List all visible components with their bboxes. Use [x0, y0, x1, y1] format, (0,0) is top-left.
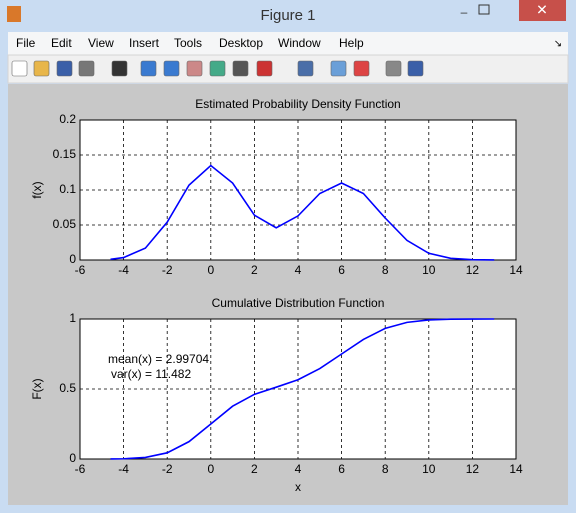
close-button[interactable] [519, 0, 566, 21]
toolbar-button[interactable] [78, 60, 95, 77]
y-tick-label: 0.5 [59, 381, 76, 395]
menu-item[interactable]: Tools [174, 36, 202, 50]
x-tick-label: -4 [118, 263, 129, 277]
dock-arrow[interactable]: ↘ [554, 39, 562, 50]
x-tick-label: 14 [509, 462, 523, 476]
y-tick-label: 0 [69, 451, 76, 465]
menu-item[interactable]: View [88, 36, 114, 50]
x-tick-label: 4 [295, 462, 302, 476]
x-tick-label: -6 [75, 462, 86, 476]
menu-item[interactable]: Window [278, 36, 321, 50]
axes-box [79, 119, 517, 261]
menu-item[interactable]: Help [339, 36, 364, 50]
toolbar-button[interactable] [140, 60, 157, 77]
x-tick-label: 14 [509, 263, 523, 277]
x-tick-label: 6 [338, 263, 345, 277]
x-tick-label: 12 [466, 263, 480, 277]
toolbar-button[interactable] [297, 60, 314, 77]
x-tick-label: 4 [295, 263, 302, 277]
menu-bar [8, 32, 568, 55]
x-tick-label: 12 [466, 462, 480, 476]
x-tick-label: -2 [162, 462, 173, 476]
annotation: var(x) = 11.482 [111, 367, 191, 381]
x-tick-label: 0 [207, 462, 214, 476]
x-tick-label: -6 [75, 263, 86, 277]
y-tick-label: 0 [69, 252, 76, 266]
axes-title: Estimated Probability Density Function [195, 97, 400, 111]
toolbar [7, 54, 569, 84]
toolbar-button[interactable] [209, 60, 226, 77]
x-tick-label: 0 [207, 263, 214, 277]
x-tick-label: 2 [251, 462, 258, 476]
menu-item[interactable]: File [16, 36, 36, 50]
axes-title: Cumulative Distribution Function [212, 296, 385, 310]
x-tick-label: 8 [382, 462, 389, 476]
y-axis-label: f(x) [30, 181, 44, 198]
y-axis-label: F(x) [30, 378, 44, 399]
window-title: Figure 1 [260, 7, 315, 24]
data-line [110, 318, 495, 460]
close-icon: ✕ [536, 2, 548, 18]
x-tick-label: 8 [382, 263, 389, 277]
y-tick-label: 0.1 [59, 182, 76, 196]
menu-item[interactable]: Desktop [219, 36, 263, 50]
toolbar-button[interactable] [163, 60, 180, 77]
toolbar-button[interactable] [111, 60, 128, 77]
x-tick-label: 10 [422, 462, 436, 476]
y-tick-label: 0.2 [59, 112, 76, 126]
x-tick-label: -4 [118, 462, 129, 476]
x-tick-label: -2 [162, 263, 173, 277]
toolbar-button[interactable] [56, 60, 73, 77]
x-tick-label: 6 [338, 462, 345, 476]
y-tick-label: 0.05 [53, 217, 77, 231]
y-tick-label: 1 [69, 311, 76, 325]
toolbar-button[interactable] [353, 60, 370, 77]
annotation: mean(x) = 2.99704 [108, 352, 209, 366]
maximize-button[interactable] [478, 4, 490, 15]
toolbar-button[interactable] [11, 60, 28, 77]
toolbar-button[interactable] [186, 60, 203, 77]
data-line [110, 164, 495, 261]
axes-box [79, 318, 517, 460]
app-icon [7, 6, 21, 22]
x-tick-label: 10 [422, 263, 436, 277]
menu-item[interactable]: Insert [129, 36, 160, 50]
toolbar-button[interactable] [232, 60, 249, 77]
minimize-button[interactable]: – [461, 5, 468, 19]
toolbar-button[interactable] [256, 60, 273, 77]
toolbar-button[interactable] [33, 60, 50, 77]
toolbar-button[interactable] [385, 60, 402, 77]
menu-item[interactable]: Edit [51, 36, 72, 50]
toolbar-button[interactable] [330, 60, 347, 77]
toolbar-button[interactable] [407, 60, 424, 77]
x-axis-label: x [295, 480, 301, 494]
x-tick-label: 2 [251, 263, 258, 277]
y-tick-label: 0.15 [53, 147, 77, 161]
